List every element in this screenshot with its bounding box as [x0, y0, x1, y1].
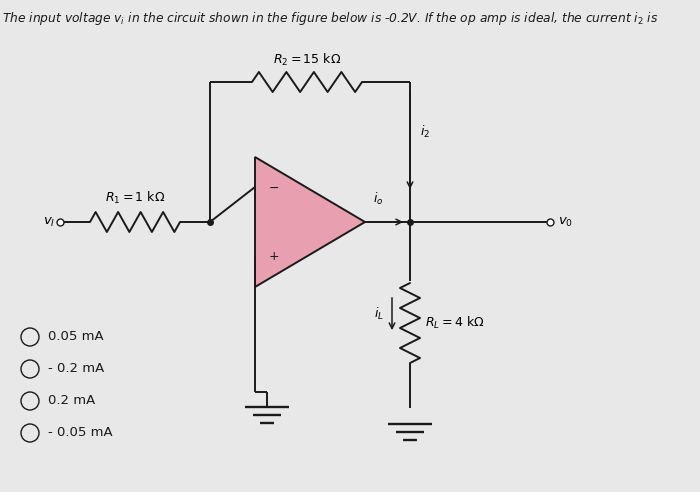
- Text: $-$: $-$: [268, 181, 279, 193]
- Text: The input voltage $v_i$ in the circuit shown in the figure below is -0.2V. If th: The input voltage $v_i$ in the circuit s…: [2, 10, 659, 27]
- Text: - 0.2 mA: - 0.2 mA: [48, 363, 104, 375]
- Text: $i_2$: $i_2$: [420, 124, 430, 140]
- Text: $R_2 = 15$ kΩ: $R_2 = 15$ kΩ: [273, 52, 341, 68]
- Text: $+$: $+$: [268, 250, 279, 264]
- Text: $i_o$: $i_o$: [373, 191, 384, 207]
- Text: $R_1 = 1$ kΩ: $R_1 = 1$ kΩ: [105, 190, 165, 206]
- Text: - 0.05 mA: - 0.05 mA: [48, 427, 113, 439]
- Text: $i_L$: $i_L$: [374, 306, 384, 322]
- Text: 0.05 mA: 0.05 mA: [48, 331, 104, 343]
- Polygon shape: [255, 157, 365, 287]
- Text: $v_I$: $v_I$: [43, 215, 55, 229]
- Text: $R_L = 4$ kΩ: $R_L = 4$ kΩ: [425, 315, 484, 331]
- Text: 0.2 mA: 0.2 mA: [48, 395, 95, 407]
- Text: $v_0$: $v_0$: [558, 215, 573, 229]
